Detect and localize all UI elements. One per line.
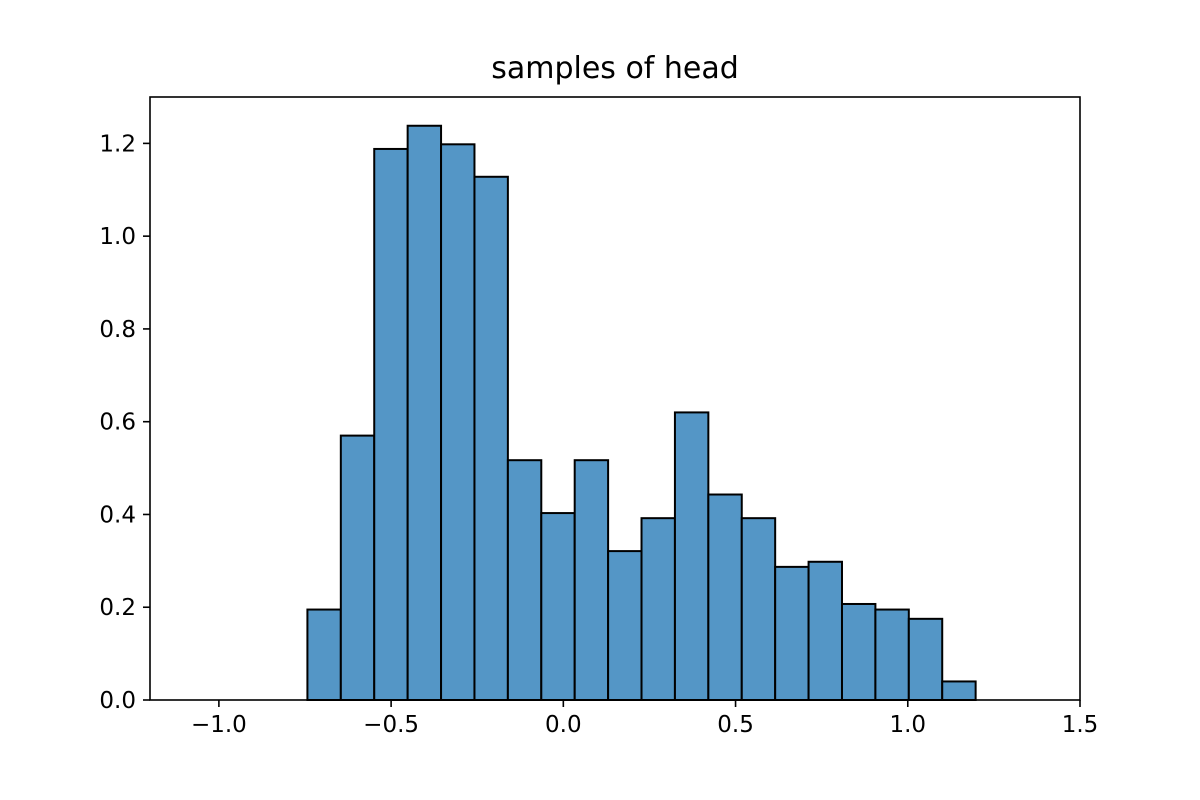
histogram-bar <box>506 459 543 701</box>
y-tick-label: 0.0 <box>99 688 136 714</box>
y-tick-label: 0.4 <box>99 502 136 528</box>
x-axis-ticks: −1.0 −0.5 0.0 0.5 1.0 1.5 <box>191 700 1098 738</box>
histogram-bar <box>941 680 977 702</box>
histogram-bar <box>673 411 710 701</box>
x-tick-label: −0.5 <box>363 712 419 738</box>
histogram-bar <box>740 517 777 701</box>
y-tick-label: 0.8 <box>99 317 136 343</box>
y-axis-ticks: 0.0 0.2 0.4 0.6 0.8 1.0 1.2 <box>99 131 150 714</box>
histogram-bar <box>339 434 376 701</box>
x-tick-label: 1.5 <box>1062 712 1099 738</box>
x-tick-label: 0.0 <box>545 712 582 738</box>
histogram-bar <box>607 550 643 702</box>
histogram-bar <box>640 517 676 701</box>
histogram-bar <box>807 560 843 702</box>
y-tick-label: 1.0 <box>99 224 136 250</box>
x-tick-label: 1.0 <box>889 712 926 738</box>
histogram-bar <box>406 124 443 701</box>
x-tick-label: −1.0 <box>191 712 247 738</box>
histogram-bar <box>473 175 509 701</box>
y-tick-label: 1.2 <box>99 131 136 157</box>
histogram-bar <box>840 602 877 701</box>
histogram-bar <box>874 608 910 701</box>
x-tick-label: 0.5 <box>717 712 754 738</box>
y-tick-label: 0.2 <box>99 595 136 621</box>
chart-title: samples of head <box>491 51 739 86</box>
histogram-bar <box>573 459 610 701</box>
histogram-bar <box>440 143 476 701</box>
plot-frame <box>149 96 1081 701</box>
y-tick-label: 0.6 <box>99 410 136 436</box>
histogram-bar <box>707 493 743 701</box>
histogram-bars <box>306 124 977 702</box>
histogram-bar <box>306 608 342 701</box>
histogram-bar <box>373 147 409 702</box>
histogram-bar <box>540 512 576 701</box>
histogram-bar <box>907 617 944 701</box>
histogram-bar <box>774 565 810 701</box>
